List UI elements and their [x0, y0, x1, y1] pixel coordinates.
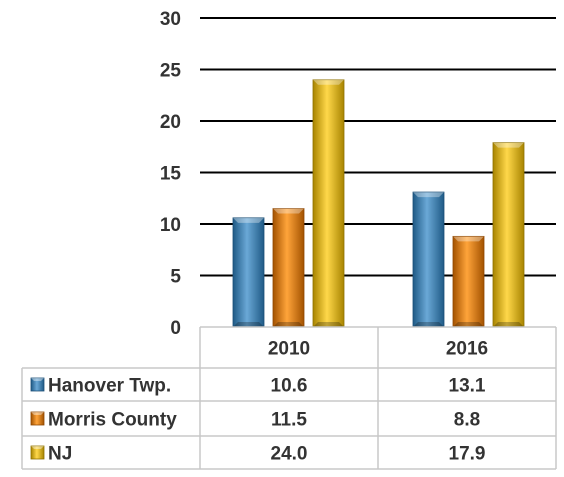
data-label: 8.8: [454, 410, 480, 431]
legend-series-name: Morris County: [48, 410, 177, 431]
data-label: 11.5: [271, 410, 307, 431]
legend-series-name: NJ: [48, 444, 72, 465]
data-label: 17.9: [449, 444, 486, 465]
data-label: 24.0: [271, 444, 308, 465]
legend-key: [30, 411, 45, 426]
bar: [312, 79, 345, 328]
legend-key: [30, 445, 45, 460]
y-tick-label: 30: [160, 9, 181, 30]
bar: [412, 191, 445, 328]
y-tick-label: 5: [170, 267, 181, 288]
data-label: 13.1: [449, 376, 486, 397]
bar: [492, 142, 525, 328]
x-category-label: 2010: [268, 339, 310, 360]
y-tick-label: 0: [170, 318, 181, 339]
bar: [272, 208, 305, 328]
y-tick-label: 25: [160, 61, 182, 82]
y-tick-label: 10: [160, 215, 181, 236]
bar: [232, 217, 265, 328]
legend-series-name: Hanover Twp.: [48, 376, 171, 397]
bar: [452, 235, 485, 328]
x-category-label: 2016: [446, 339, 488, 360]
y-tick-label: 15: [160, 164, 182, 185]
data-label: 10.6: [271, 376, 308, 397]
y-tick-label: 20: [160, 112, 181, 133]
legend-key: [30, 377, 45, 392]
